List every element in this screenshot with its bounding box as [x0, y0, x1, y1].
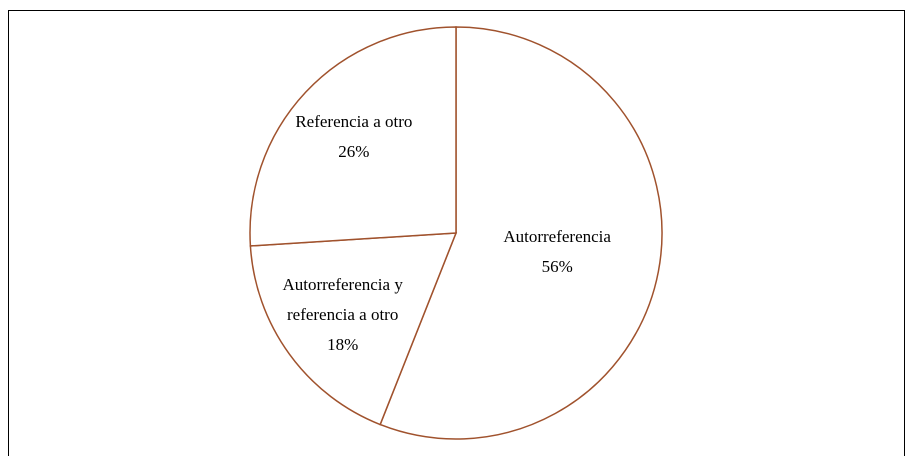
slice-label: Referencia a otro — [295, 112, 413, 132]
slice-label: Autorreferencia y referencia a otro — [282, 275, 403, 325]
slice-value-label: 18% — [327, 335, 359, 355]
slice-label: Autorreferencia — [503, 227, 611, 247]
pie-slice — [249, 232, 458, 426]
pie-slice — [249, 26, 457, 247]
pie-slice — [379, 26, 663, 440]
slice-value-label: 56% — [541, 257, 573, 277]
slice-value-label: 26% — [338, 142, 370, 162]
